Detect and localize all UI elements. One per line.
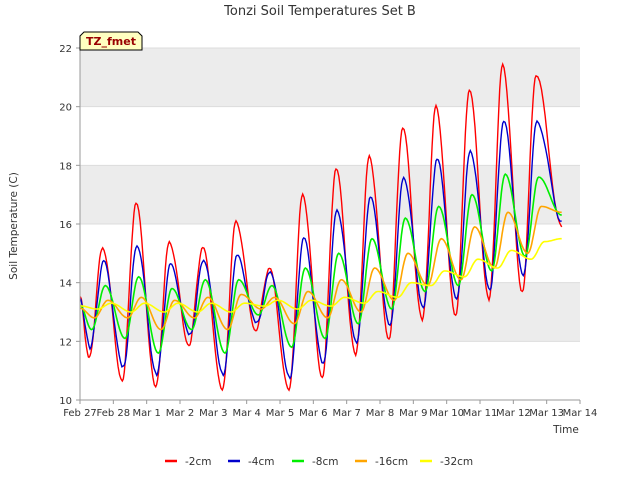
x-tick-label: Mar 9	[399, 408, 427, 419]
y-tick-label: 14	[59, 279, 72, 290]
annotation-box: TZ_fmet	[79, 31, 143, 51]
annotation-badge	[79, 31, 143, 51]
legend: -2cm -4cm -8cm -16cm -32cm	[165, 456, 473, 468]
x-tick-label: Mar 12	[496, 408, 531, 419]
x-tick-label: Feb 27	[63, 408, 97, 419]
legend-label: -8cm	[312, 456, 338, 468]
y-tick-label: 18	[59, 161, 72, 172]
x-tick-label: Feb 28	[97, 408, 131, 419]
series-line-4cmcm	[79, 119, 562, 380]
y-tick-label: 22	[59, 44, 72, 55]
legend-label: -16cm	[375, 456, 408, 468]
x-axis-label: Time	[552, 424, 579, 436]
legend-label: -32cm	[440, 456, 473, 468]
x-tick-label: Mar 4	[232, 408, 260, 419]
y-tick-label: 16	[59, 220, 72, 231]
series-line-8cmcm	[79, 172, 562, 355]
series-line-32cmcm	[79, 237, 562, 313]
chart-title: Tonzi Soil Temperatures Set B	[223, 4, 416, 19]
x-tick-label: Mar 5	[266, 408, 294, 419]
y-tick-label: 10	[59, 396, 72, 407]
y-tick-label: 12	[59, 337, 72, 348]
x-tick-label: Mar 13	[529, 408, 564, 419]
annotation-text: TZ_fmet	[86, 35, 136, 48]
x-tick-label: Mar 3	[199, 408, 227, 419]
x-tick-label: Mar 7	[332, 408, 360, 419]
series-line-16cmcm	[79, 205, 562, 331]
x-tick-label: Mar 14	[563, 408, 598, 419]
legend-label: -4cm	[248, 456, 274, 468]
x-tick-label: Mar 1	[132, 408, 160, 419]
x-tick-label: Mar 11	[463, 408, 498, 419]
x-tick-label: Mar 10	[429, 408, 464, 419]
grid-band	[80, 48, 580, 107]
series-line-2cmcm	[79, 62, 563, 392]
x-tick-label: Mar 2	[166, 408, 194, 419]
y-tick-label: 20	[59, 103, 72, 114]
x-tick-label: Mar 6	[299, 408, 327, 419]
x-tick-label: Mar 8	[366, 408, 394, 419]
legend-label: -2cm	[185, 456, 211, 468]
y-axis-label: Soil Temperature (C)	[8, 172, 20, 280]
